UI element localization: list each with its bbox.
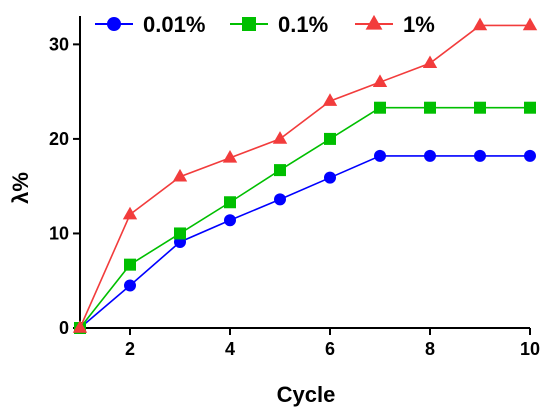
data-point — [374, 149, 386, 162]
series-line — [79, 24, 530, 329]
axes: 0 10 20 30 2 4 6 8 10 — [49, 16, 540, 359]
x-tick-label: 8 — [425, 339, 435, 359]
data-point — [174, 227, 186, 240]
data-point — [472, 17, 488, 31]
data-point — [424, 149, 436, 162]
legend-label: 0.01% — [143, 12, 205, 37]
data-point — [324, 132, 336, 145]
x-tick-label: 6 — [325, 339, 335, 359]
data-point — [424, 101, 436, 114]
data-point — [272, 131, 288, 144]
x-tick-label: 4 — [225, 339, 235, 359]
data-point — [374, 101, 386, 114]
legend: 0.01% 0.1% 1% — [95, 12, 435, 37]
legend-marker — [365, 14, 383, 30]
data-point — [172, 168, 188, 182]
legend-label: 0.1% — [278, 12, 328, 37]
y-tick-label: 30 — [49, 34, 69, 54]
data-point — [72, 320, 88, 333]
legend-item: 1% — [355, 12, 435, 37]
data-point — [524, 101, 536, 114]
y-tick-label: 10 — [49, 223, 69, 243]
data-point — [124, 279, 136, 292]
x-tick-label: 2 — [125, 339, 135, 359]
data-point — [372, 74, 388, 87]
data-point — [474, 101, 486, 114]
x-axis-title: Cycle — [277, 382, 336, 407]
data-point — [224, 214, 236, 227]
data-point — [274, 193, 286, 206]
series-line — [79, 106, 530, 329]
data-point — [224, 196, 236, 209]
x-tick-label: 10 — [520, 339, 540, 359]
y-tick-label: 20 — [49, 129, 69, 149]
series-triangle — [72, 17, 538, 333]
legend-item: 0.1% — [230, 12, 328, 37]
data-point — [522, 17, 538, 31]
data-point — [122, 206, 138, 220]
data-point — [474, 149, 486, 162]
data-point — [324, 171, 336, 184]
y-tick-label: 0 — [59, 318, 69, 338]
data-point — [222, 150, 238, 163]
data-point — [322, 93, 338, 106]
series-circle — [74, 149, 536, 334]
data-point — [524, 149, 536, 162]
legend-label: 1% — [403, 12, 435, 37]
series-square — [74, 101, 536, 334]
data-point — [422, 55, 438, 69]
y-axis-title: λ% — [8, 172, 33, 204]
data-point — [124, 258, 136, 271]
legend-item: 0.01% — [95, 12, 205, 37]
legend-marker — [107, 17, 121, 31]
series-group — [72, 17, 538, 334]
data-point — [274, 164, 286, 177]
legend-marker — [242, 17, 256, 31]
series-line — [79, 155, 530, 329]
